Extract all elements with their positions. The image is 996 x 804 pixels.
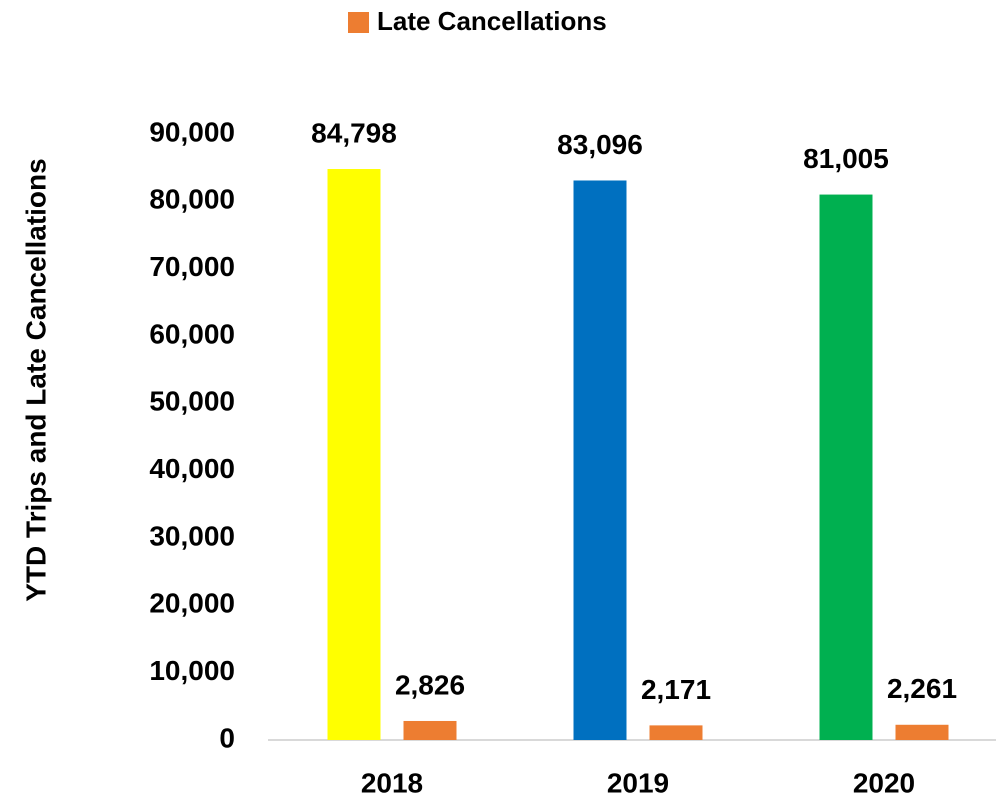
x-tick-label: 2020: [853, 767, 915, 798]
x-tick-label: 2018: [361, 767, 423, 798]
y-tick-label: 90,000: [149, 116, 235, 147]
bar: [895, 724, 949, 740]
bar: [403, 720, 457, 740]
bar: [819, 194, 873, 740]
bar: [573, 180, 627, 740]
data-label: 2,171: [641, 674, 711, 705]
bar: [649, 725, 703, 740]
y-tick-label: 70,000: [149, 251, 235, 282]
data-label: 84,798: [311, 117, 397, 148]
y-tick-label: 60,000: [149, 318, 235, 349]
data-label: 2,826: [395, 669, 465, 700]
bar: [327, 169, 381, 740]
data-label: 81,005: [803, 143, 889, 174]
y-axis-title: YTD Trips and Late Cancellations: [20, 158, 51, 601]
x-tick-label: 2019: [607, 767, 669, 798]
y-tick-label: 0: [219, 722, 235, 753]
y-tick-label: 10,000: [149, 655, 235, 686]
data-label: 2,261: [887, 673, 957, 704]
y-tick-label: 80,000: [149, 184, 235, 215]
data-label: 83,096: [557, 129, 643, 160]
legend-label: Late Cancellations: [377, 6, 607, 36]
y-tick-label: 20,000: [149, 588, 235, 619]
y-tick-label: 50,000: [149, 386, 235, 417]
y-tick-label: 40,000: [149, 453, 235, 484]
y-tick-label: 30,000: [149, 520, 235, 551]
legend-swatch: [348, 12, 369, 33]
